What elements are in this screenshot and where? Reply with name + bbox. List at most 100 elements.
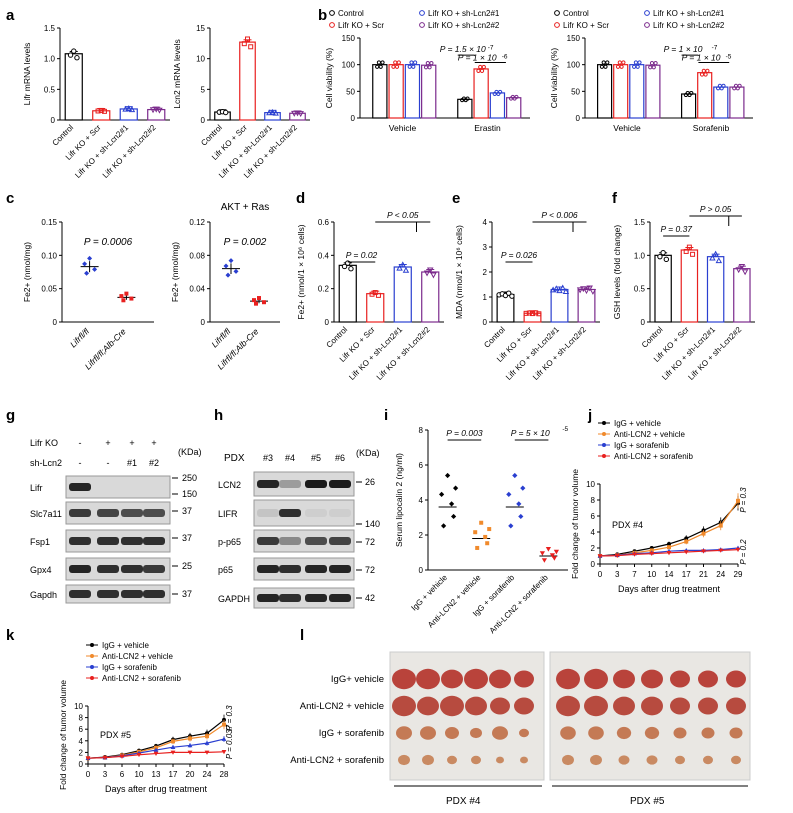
data-point [718, 523, 723, 528]
data-point [74, 55, 80, 61]
tumor [613, 669, 635, 689]
data-point [136, 752, 142, 758]
marker-label: 42 [365, 593, 375, 603]
marker-label: 26 [365, 477, 375, 487]
bar [64, 53, 83, 121]
marker-label: 72 [365, 565, 375, 575]
y-tick-label: 0.2 [318, 285, 330, 294]
tumor [646, 755, 658, 765]
data-point [187, 743, 193, 748]
tumor [673, 727, 687, 739]
y-tick-label: 6 [419, 461, 424, 470]
y-tick-label: 0 [325, 318, 330, 327]
panel-letter-f: f [612, 190, 618, 207]
tumor [520, 756, 528, 764]
data-point [84, 270, 90, 276]
x-tick-label: 14 [665, 570, 674, 579]
chart-b-erastin: 0 50 100 150 Cell viability (%) Vehicle Erasti… [324, 9, 530, 133]
x-tick-label: 0 [86, 770, 91, 779]
bar [421, 64, 437, 119]
tumor-photos-l: IgG+ vehicle Anti-LCN2 + vehicle IgG + sor… [290, 651, 751, 807]
x-tick-label: 28 [220, 770, 229, 779]
data-point [125, 105, 132, 112]
y-tick-label: 150 [567, 34, 581, 43]
data-point [101, 108, 107, 114]
data-point [576, 287, 584, 294]
blot-band [121, 509, 143, 517]
data-point [589, 288, 597, 295]
bar [366, 293, 385, 323]
western-blot-g: Lifr KO sh-Lcn2 (KDa) - + + + - - #1 #2 Lifr Slc… [30, 438, 202, 604]
blot-row-label: Gpx4 [30, 565, 52, 575]
lane-label: - [79, 438, 82, 448]
x-axis-label: Days after drug treatment [618, 584, 721, 594]
blot-g-unit: (KDa) [178, 447, 202, 457]
bar [706, 256, 725, 323]
x-tick-label: 0 [598, 570, 603, 579]
data-point [619, 64, 624, 69]
p-value-label: P = 0.003 [446, 428, 483, 438]
treatment-label: IgG + sorafenib [319, 728, 384, 739]
legend-label: Lifr KO + sh-Lcn2#1 [653, 9, 725, 18]
tumor [465, 696, 487, 716]
data-point [735, 267, 742, 274]
pdx-label: PDX #5 [100, 730, 131, 740]
data-point [559, 284, 566, 291]
tumor [641, 669, 663, 689]
marker-label: 250 [182, 473, 197, 483]
tumor [445, 727, 459, 739]
data-point [520, 485, 526, 491]
legend-marker [419, 10, 425, 16]
p-value-label: P = 0.037 [225, 724, 234, 759]
blot-band [97, 565, 119, 573]
bar [713, 86, 729, 119]
data-point [204, 750, 210, 755]
data-point [530, 311, 535, 317]
data-point [71, 48, 77, 54]
blot-row-label: GAPDH [218, 594, 250, 604]
tumor [416, 668, 440, 690]
bar [473, 68, 489, 119]
y-axis-label: Fe2+ (nmol/mg) [22, 242, 32, 302]
p-value-label: P = 1 × 10 [682, 52, 721, 62]
data-point [705, 68, 710, 73]
bar [613, 64, 629, 119]
data-point [667, 542, 671, 546]
blot-row-label: Lifr [30, 483, 43, 493]
blot-band [143, 590, 165, 598]
x-tick-label: 21 [699, 570, 708, 579]
y-tick-label: 100 [342, 61, 356, 70]
tumor [441, 669, 463, 689]
blot-band [69, 483, 91, 491]
data-point [98, 107, 104, 113]
tumor [703, 755, 713, 765]
data-point [632, 552, 637, 557]
p-value-label: P = 0.026 [501, 250, 538, 260]
data-point [372, 290, 378, 296]
blot-strip [65, 475, 171, 499]
blot-band [329, 480, 351, 488]
data-point [683, 550, 689, 555]
chart-title: AKT + Ras [221, 202, 269, 213]
tumor [726, 697, 746, 715]
x-tick-label: 13 [152, 770, 161, 779]
tumor [675, 755, 685, 765]
y-tick-label: 0 [53, 318, 58, 327]
p-value-label: P = 1.5 × 10 [440, 44, 486, 54]
data-point [119, 294, 124, 299]
blot-row-label: p65 [218, 565, 233, 575]
panel-letter-j: j [587, 407, 592, 424]
bar [489, 92, 506, 119]
data-point [252, 298, 256, 303]
data-point [245, 36, 250, 42]
data-point [427, 267, 434, 274]
data-point [718, 548, 724, 553]
data-point [222, 722, 226, 727]
tumor [396, 726, 412, 740]
legend-label: IgG + vehicle [614, 419, 661, 428]
y-tick-label: 2 [79, 748, 84, 757]
y-tick-label: 4 [591, 528, 596, 537]
data-point [67, 52, 74, 58]
panel-letter-d: d [296, 190, 305, 207]
